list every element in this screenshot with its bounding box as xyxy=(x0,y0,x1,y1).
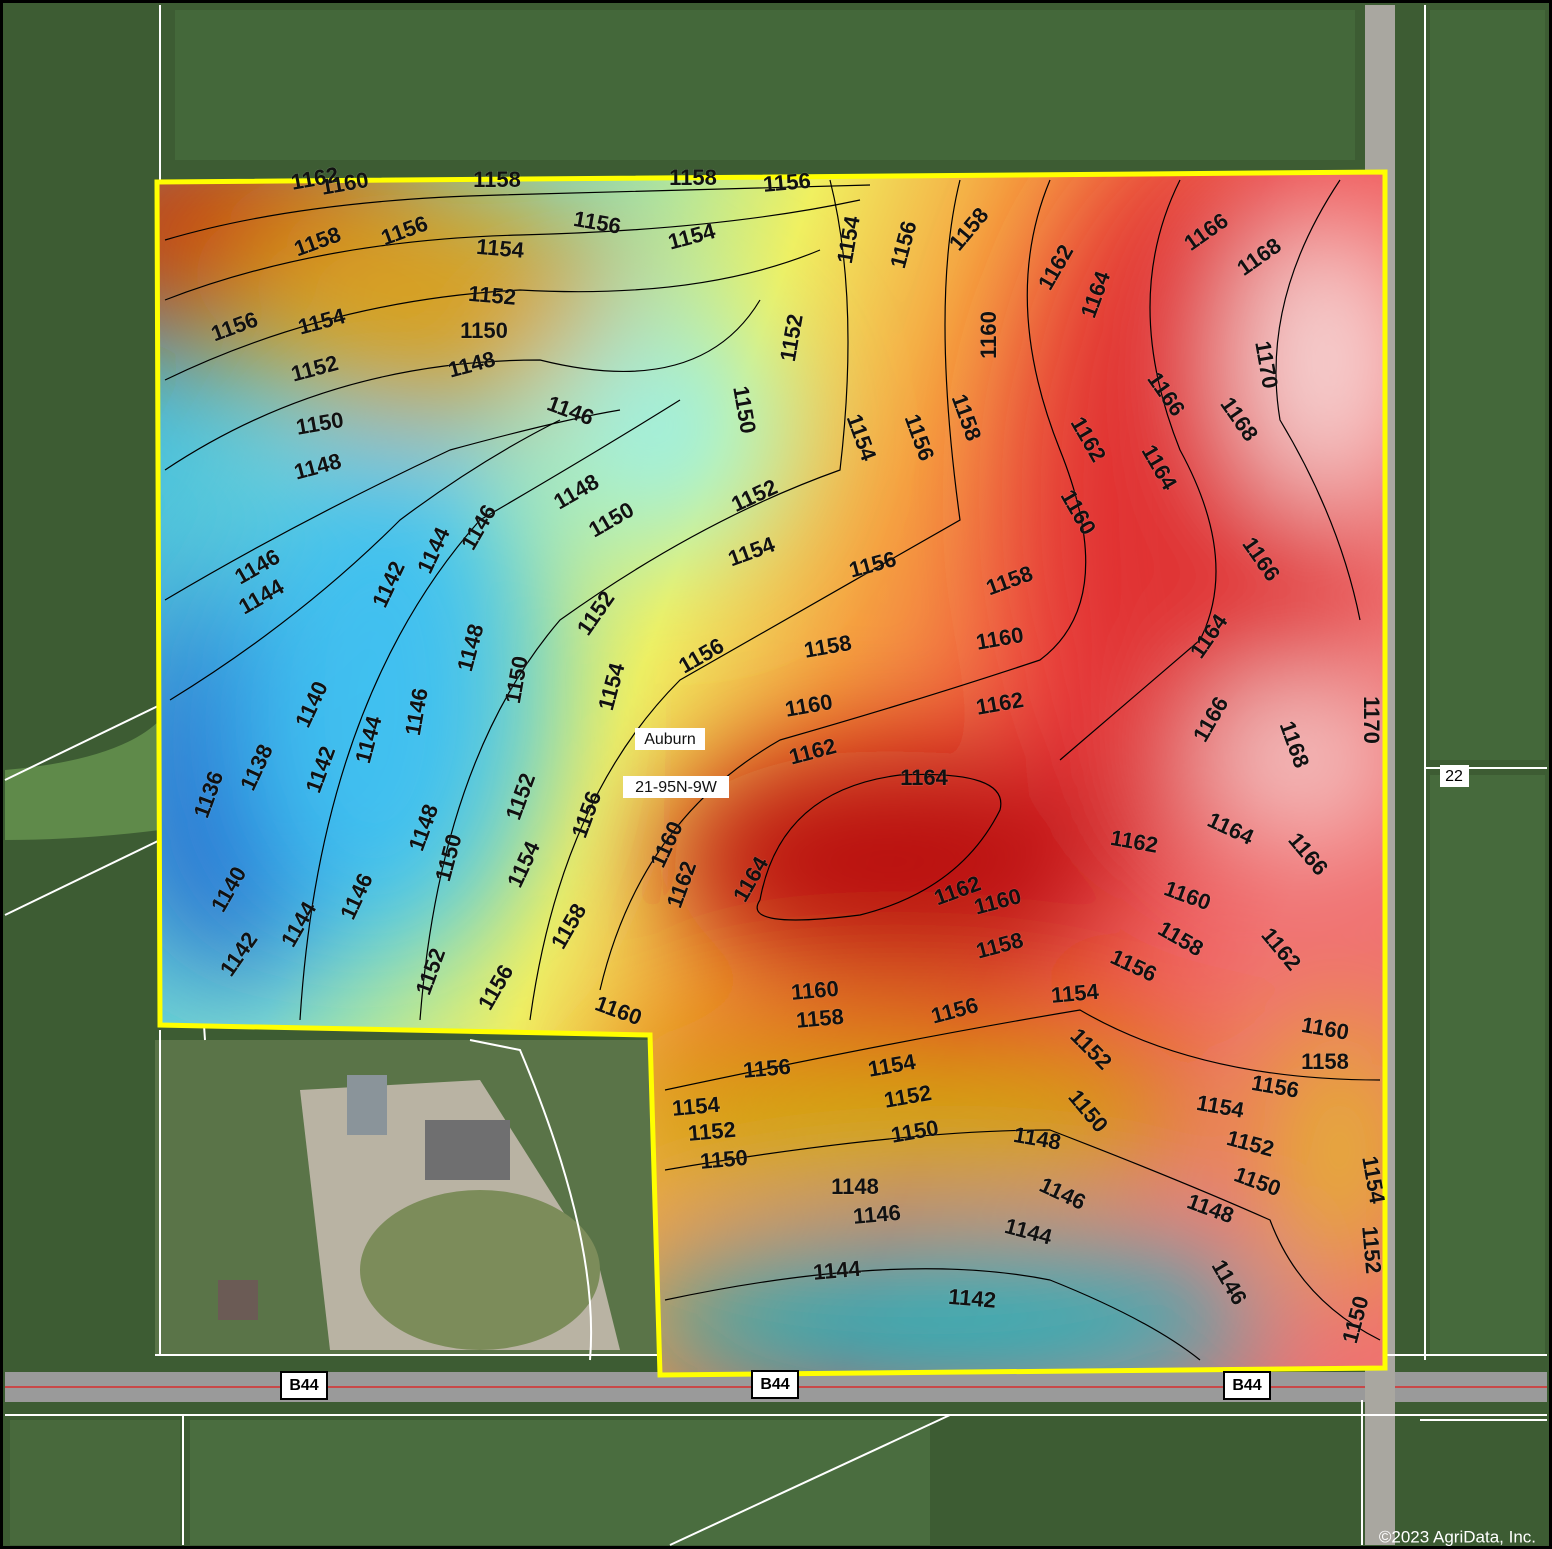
building xyxy=(347,1075,387,1135)
label-box xyxy=(635,728,705,750)
waterway xyxy=(5,720,160,840)
contour-label: 1148 xyxy=(831,1174,879,1199)
building xyxy=(218,1280,258,1320)
field xyxy=(1430,775,1545,1355)
contour-label: 1158 xyxy=(795,1004,845,1033)
contour-lines xyxy=(164,179,1381,1361)
road-shield: B44 xyxy=(280,1371,328,1400)
contour-label: 1150 xyxy=(699,1145,749,1174)
contour-label: 1144 xyxy=(812,1256,862,1285)
contour-label: 1156 xyxy=(1107,944,1161,987)
contour-label: 1160 xyxy=(976,311,1001,359)
contour-label: 1152 xyxy=(1357,1225,1386,1275)
contour-label: 1158 xyxy=(1301,1049,1349,1074)
contour-label: 1170 xyxy=(1359,696,1384,744)
contour-label: 1164 xyxy=(900,765,948,790)
contour-label: 1154 xyxy=(1050,979,1100,1008)
section-name: Auburn xyxy=(644,731,696,748)
contour-label: 1154 xyxy=(671,1092,721,1121)
field xyxy=(190,1420,930,1545)
road-label: B44 xyxy=(1232,1377,1261,1394)
field xyxy=(1430,10,1545,760)
contour-label: 1142 xyxy=(947,1284,997,1313)
road-shield: B44 xyxy=(751,1370,799,1399)
contour-label: 1156 xyxy=(762,168,812,197)
contour-label: 1158 xyxy=(473,167,521,192)
field xyxy=(175,10,1355,160)
road-shield: 22 xyxy=(1440,765,1469,787)
label-box xyxy=(623,776,729,798)
contour-label: 1152 xyxy=(467,281,517,310)
road-label: B44 xyxy=(760,1376,789,1393)
contour-label: 1160 xyxy=(790,976,840,1005)
building xyxy=(425,1120,510,1180)
contour-label: 1156 xyxy=(572,206,623,239)
copyright: ©2023 AgriData, Inc. xyxy=(1379,1527,1536,1546)
road-label: B44 xyxy=(289,1377,318,1394)
contour-label: 1150 xyxy=(460,318,508,343)
field xyxy=(10,1420,180,1545)
contour-label: 1146 xyxy=(852,1200,902,1229)
contour-label: 1154 xyxy=(475,234,525,263)
field-boundary xyxy=(154,169,1388,1378)
lawn xyxy=(360,1190,600,1350)
road-shield: B44 xyxy=(1223,1371,1271,1400)
road-label: 22 xyxy=(1445,768,1463,785)
elevation-surface xyxy=(157,172,1385,1375)
contour-label: 1158 xyxy=(669,165,717,190)
contour-label: 1156 xyxy=(742,1054,792,1083)
contour-label: 1152 xyxy=(687,1117,737,1146)
section-code: 21-95N-9W xyxy=(635,779,718,796)
